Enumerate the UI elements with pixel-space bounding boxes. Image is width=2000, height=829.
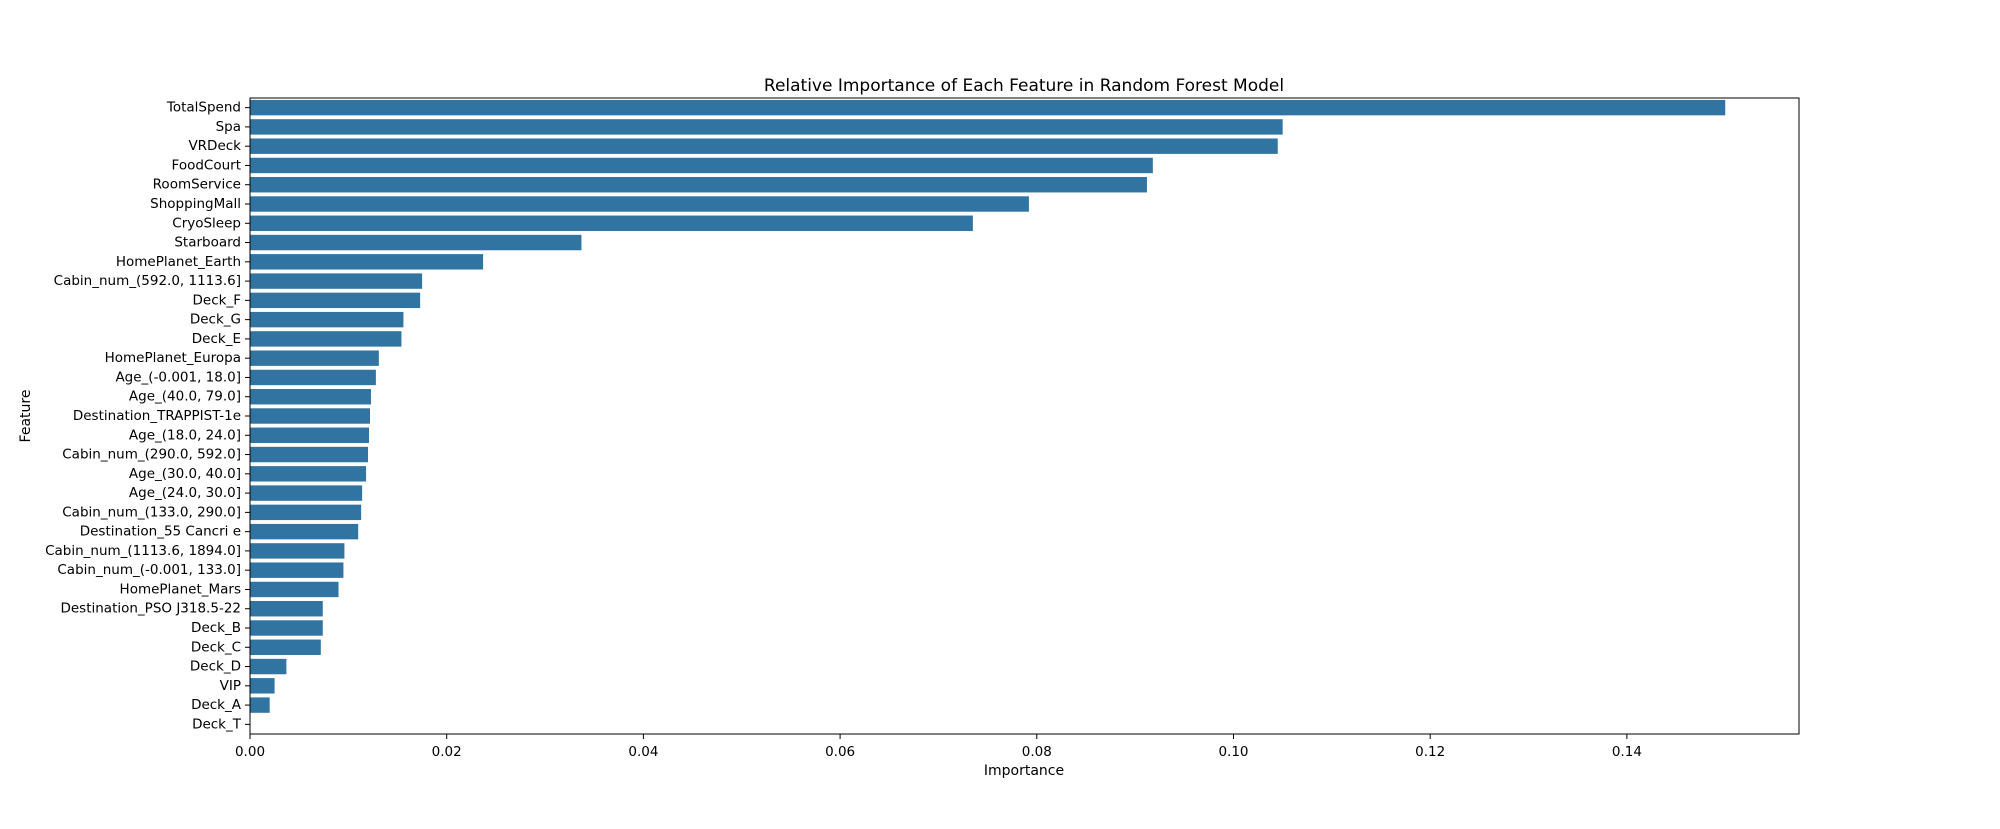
y-axis-label: Feature: [18, 390, 34, 443]
y-tick-label-21: Cabin_num_(133.0, 290.0]: [62, 504, 241, 520]
y-tick-layer: TotalSpend Spa VRDeck FoodCourt RoomService S…: [45, 100, 250, 732]
bar-5: [250, 196, 1029, 212]
y-tick-label-15: Age_(40.0, 79.0]: [129, 389, 241, 405]
bar-26: [250, 601, 323, 617]
bar-12: [250, 331, 402, 347]
y-tick-label-24: Cabin_num_(-0.001, 133.0]: [57, 562, 241, 578]
y-tick-label-16: Destination_TRAPPIST-1e: [73, 408, 241, 424]
x-tick-label-4: 0.08: [1022, 744, 1052, 760]
bar-0: [250, 99, 1726, 116]
y-tick-label-12: Deck_E: [192, 331, 241, 347]
y-tick-label-22: Destination_55 Cancri e: [80, 524, 241, 540]
bars-layer: [250, 99, 1726, 713]
x-tick-label-1: 0.02: [432, 744, 462, 760]
bar-23: [250, 543, 345, 559]
y-tick-label-8: HomePlanet_Earth: [116, 254, 241, 270]
y-tick-label-31: Deck_A: [191, 697, 242, 713]
bar-30: [250, 678, 275, 694]
y-tick-label-26: Destination_PSO J318.5-22: [60, 601, 241, 617]
bar-11: [250, 311, 404, 328]
x-tick-label-0: 0.00: [235, 744, 265, 760]
bar-13: [250, 350, 379, 366]
bar-8: [250, 254, 484, 270]
x-tick-layer: 0.00 0.02 0.04 0.06 0.08 0.10 0.12 0.14: [235, 734, 1642, 760]
x-tick-label-3: 0.06: [825, 744, 855, 760]
bar-31: [250, 697, 270, 713]
y-tick-label-10: Deck_F: [193, 292, 241, 308]
bar-16: [250, 408, 370, 424]
bar-27: [250, 620, 323, 636]
bar-21: [250, 504, 362, 521]
bar-9: [250, 273, 423, 289]
y-tick-label-3: FoodCourt: [172, 157, 241, 173]
y-tick-label-23: Cabin_num_(1113.6, 1894.0]: [45, 543, 241, 559]
bar-2: [250, 138, 1278, 154]
y-tick-label-32: Deck_T: [192, 716, 242, 732]
bar-15: [250, 389, 371, 405]
bar-25: [250, 581, 339, 598]
bar-10: [250, 292, 421, 309]
y-tick-label-28: Deck_C: [191, 639, 241, 655]
y-tick-label-11: Deck_G: [190, 312, 241, 328]
bar-4: [250, 177, 1147, 193]
y-tick-label-29: Deck_D: [190, 659, 241, 675]
y-tick-label-6: CryoSleep: [172, 215, 241, 231]
bar-24: [250, 562, 344, 578]
x-axis-label: Importance: [984, 763, 1064, 779]
bar-14: [250, 369, 376, 386]
y-tick-label-7: Starboard: [174, 235, 241, 251]
y-tick-label-9: Cabin_num_(592.0, 1113.6]: [54, 273, 241, 289]
y-tick-label-27: Deck_B: [191, 620, 241, 636]
x-tick-label-7: 0.14: [1612, 744, 1642, 760]
x-tick-label-2: 0.04: [628, 744, 658, 760]
bar-17: [250, 427, 369, 443]
y-tick-label-20: Age_(24.0, 30.0]: [129, 485, 241, 501]
y-tick-label-19: Age_(30.0, 40.0]: [129, 466, 241, 482]
y-tick-label-13: HomePlanet_Europa: [105, 350, 241, 366]
y-tick-label-30: VIP: [220, 678, 241, 694]
bar-1: [250, 119, 1283, 135]
bar-7: [250, 234, 582, 251]
x-tick-label-5: 0.10: [1218, 744, 1248, 760]
y-tick-label-18: Cabin_num_(290.0, 592.0]: [62, 447, 241, 463]
y-tick-label-5: ShoppingMall: [150, 196, 241, 212]
bar-18: [250, 446, 369, 463]
y-tick-label-1: Spa: [216, 119, 241, 135]
chart-title: Relative Importance of Each Feature in R…: [764, 76, 1284, 96]
y-tick-label-0: TotalSpend: [166, 100, 241, 116]
x-tick-label-6: 0.12: [1415, 744, 1445, 760]
y-tick-label-4: RoomService: [153, 177, 241, 193]
bar-20: [250, 485, 363, 501]
y-tick-label-2: VRDeck: [188, 138, 241, 154]
bar-29: [250, 658, 287, 675]
y-tick-label-17: Age_(18.0, 24.0]: [129, 427, 241, 443]
plot-frame: [249, 97, 1800, 735]
bar-3: [250, 157, 1153, 174]
bar-19: [250, 466, 367, 482]
bar-6: [250, 215, 973, 231]
bar-22: [250, 523, 359, 540]
y-tick-label-25: HomePlanet_Mars: [120, 581, 241, 597]
bar-28: [250, 639, 321, 655]
y-tick-label-14: Age_(-0.001, 18.0]: [115, 369, 241, 385]
